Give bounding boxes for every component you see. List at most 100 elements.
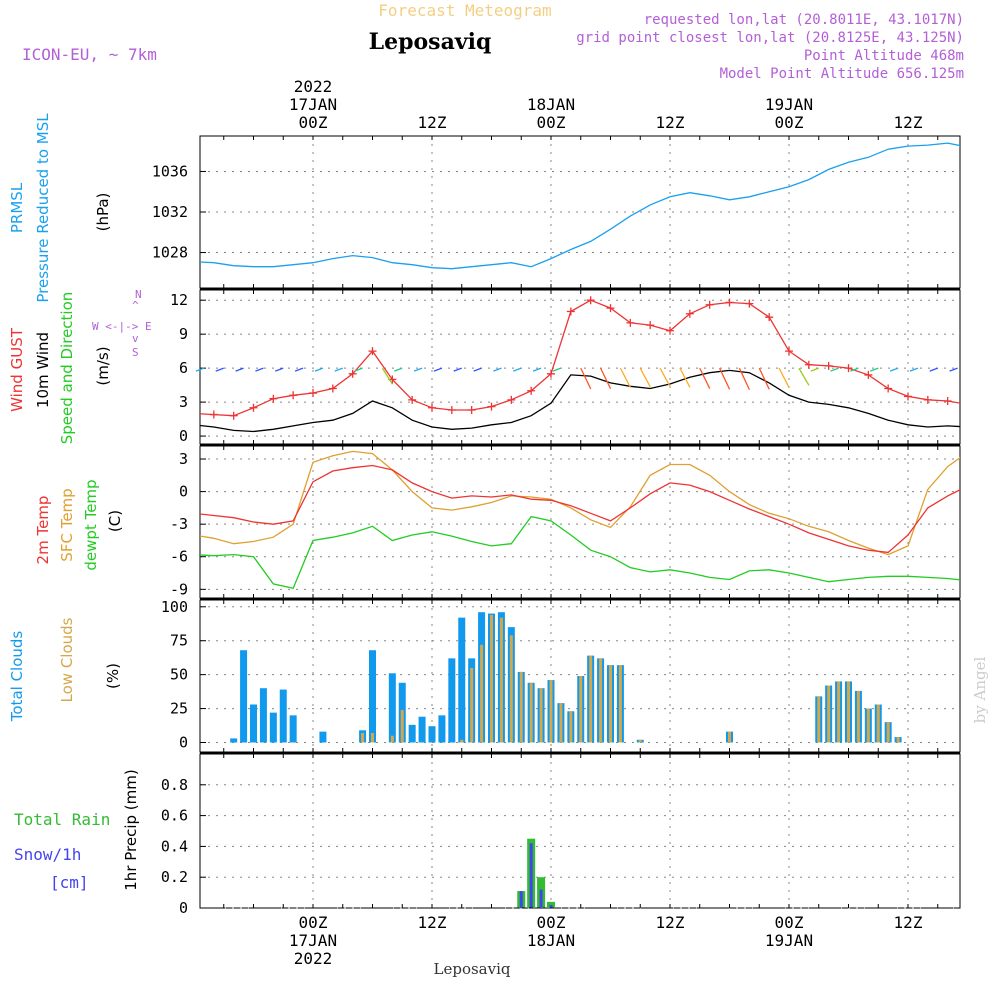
wind-arrow (532, 367, 542, 372)
wind10m-label: 10m Wind (34, 332, 52, 408)
low-cloud-bar (886, 722, 890, 743)
time-label-date: 17JAN (289, 931, 337, 950)
low-cloud-bar (460, 739, 464, 743)
wind-unit: (m/s) (94, 346, 112, 385)
gust-marker (229, 411, 238, 420)
time-label-hour: 12Z (418, 913, 447, 932)
wind-arrow (758, 367, 770, 390)
wind-speed-dir-label: Speed and Direction (58, 292, 76, 445)
wind-arrow (870, 367, 879, 372)
time-label-hour: 12Z (894, 913, 923, 932)
gust-marker (666, 326, 674, 335)
gridpoint-lonlat: grid point closest lon,lat (20.8125E, 43… (576, 30, 964, 46)
low-cloud-bar (579, 676, 583, 743)
wind-arrow (215, 367, 224, 372)
wind-arrow (195, 367, 205, 372)
low-cloud-bar (599, 658, 603, 743)
dewpt-label: dewpt Temp (82, 479, 100, 570)
time-label-hour: 12Z (656, 913, 685, 932)
pressure-unit: (hPa) (94, 193, 112, 232)
time-label-year: 2022 (294, 77, 333, 96)
total-cloud-bar (250, 704, 257, 743)
gust-marker (923, 395, 932, 404)
panel-frame (199, 753, 961, 909)
low-cloud-bar (539, 688, 543, 743)
wind-arrow (453, 367, 462, 372)
y-tick-label: -9 (170, 580, 188, 598)
wind-arrow (599, 367, 612, 390)
gust-marker (487, 402, 496, 411)
gust-marker (447, 406, 456, 415)
low-cloud-bar (638, 739, 642, 743)
y-tick-label: -3 (170, 515, 188, 533)
gust-marker (507, 395, 516, 404)
wind-arrow (433, 367, 443, 372)
time-label-hour: 00Z (775, 913, 804, 932)
gust-marker (586, 296, 595, 305)
low-cloud-bar (470, 667, 474, 743)
gust-marker (328, 384, 337, 393)
gust-marker (626, 318, 635, 327)
sfc-temp-line (200, 450, 960, 556)
wind-arrow (619, 367, 631, 388)
low-cloud-bar (390, 735, 394, 743)
low-cloud-bar (817, 696, 821, 743)
total-cloud-bar (269, 712, 277, 743)
wind-arrow (929, 367, 938, 372)
y-tick-label: 0.4 (161, 837, 188, 855)
temp2m-label: 2m Temp (34, 496, 52, 565)
y-tick-label: 9 (179, 325, 188, 343)
gust-marker (745, 299, 754, 308)
total-cloud-bar (448, 658, 456, 743)
snow-bar (529, 843, 533, 908)
gust-marker (904, 392, 912, 401)
total-clouds-label: Total Clouds (8, 631, 26, 723)
time-label-hour: 12Z (894, 113, 923, 132)
low-cloud-bar (519, 671, 523, 743)
gust-marker (824, 361, 833, 370)
wind-arrow (810, 367, 819, 372)
gust-marker (428, 403, 436, 412)
gust-marker (348, 369, 357, 378)
time-label-date: 18JAN (527, 95, 575, 114)
time-label-hour: 00Z (775, 113, 804, 132)
compass-up: ^ (132, 299, 139, 312)
snow-unit: [cm] (50, 873, 89, 892)
low-cloud-bar (609, 665, 612, 743)
total-cloud-bar (458, 617, 466, 743)
time-label-date: 17JAN (289, 95, 337, 114)
low-cloud-bar (400, 709, 404, 743)
wind-arrow (850, 367, 859, 372)
clouds-unit: (%) (104, 663, 122, 689)
wind-arrow (659, 367, 671, 387)
snow-label: Snow/1h (14, 845, 81, 864)
wind-arrow (889, 367, 899, 372)
temp-unit: (C) (106, 510, 124, 532)
total-cloud-bar (230, 738, 238, 743)
low-cloud-bar (896, 737, 900, 743)
y-tick-label: 100 (161, 598, 188, 616)
gust-marker (209, 410, 218, 419)
total-rain-label: Total Rain (14, 810, 110, 829)
gust-marker (646, 321, 655, 330)
low-cloud-bar (529, 682, 533, 743)
credit: by Angel (971, 656, 989, 723)
gust-marker (269, 394, 278, 403)
total-cloud-bar (418, 716, 426, 743)
sfc-temp-label: SFC Temp (58, 488, 76, 561)
y-tick-label: 3 (179, 450, 188, 468)
time-label-hour: 12Z (656, 113, 685, 132)
gust-marker (864, 370, 873, 379)
gust-marker (844, 364, 853, 373)
y-tick-label: 0 (179, 427, 188, 445)
low-cloud-bar (589, 655, 593, 743)
y-tick-label: 0.6 (161, 807, 188, 825)
low-cloud-bar (728, 731, 731, 743)
y-tick-label: 0 (179, 483, 188, 501)
wind-arrow (738, 367, 751, 391)
low-cloud-bar (827, 685, 831, 743)
y-tick-label: 3 (179, 393, 188, 411)
wind-arrow (679, 367, 691, 388)
total-cloud-bar (279, 689, 287, 743)
panel-frame (199, 445, 961, 599)
